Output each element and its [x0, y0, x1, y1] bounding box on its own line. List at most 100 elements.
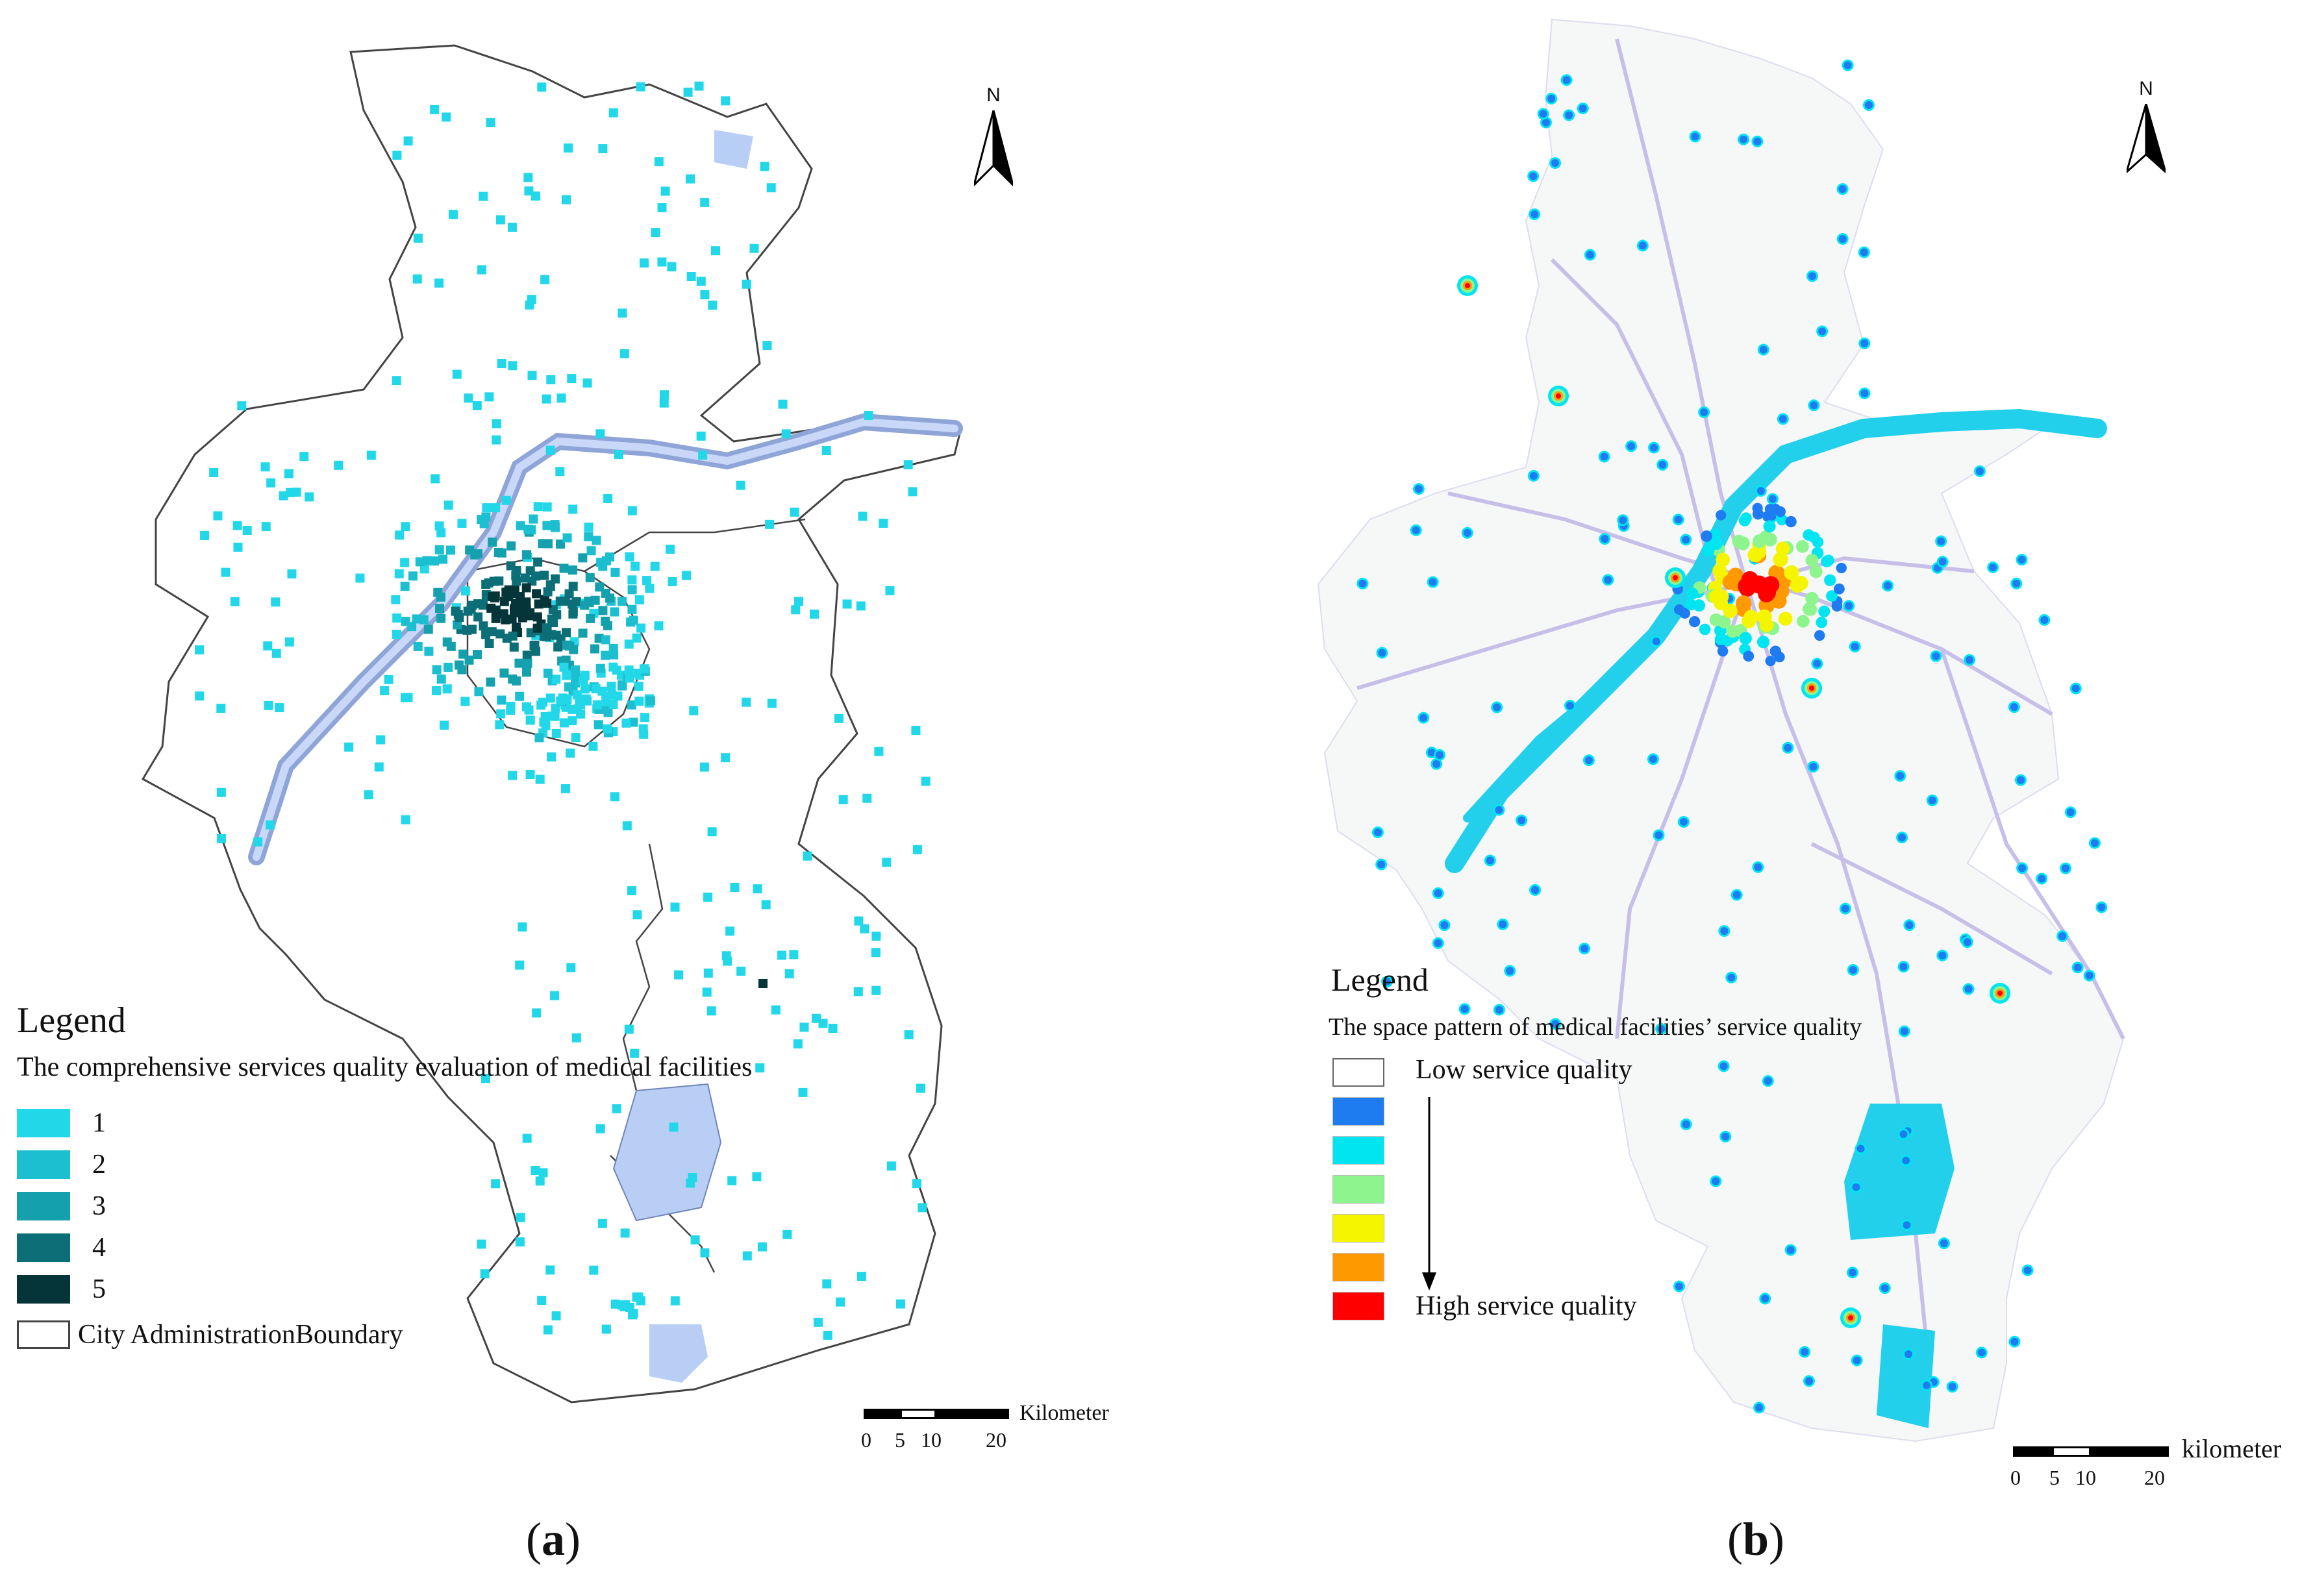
grid-cell — [525, 300, 534, 310]
scale-unit: kilometer — [2182, 1434, 2282, 1463]
grid-cell — [431, 474, 440, 484]
grid-cell — [562, 195, 571, 204]
grid-cell — [521, 550, 531, 560]
grid-cell — [573, 704, 582, 714]
caption-paren: ) — [564, 1513, 581, 1565]
grid-cell — [455, 660, 464, 670]
scale-unit: Kilometer — [1019, 1401, 1109, 1425]
grid-cell — [617, 597, 627, 606]
grid-cell — [547, 752, 556, 762]
legend-title: Legend — [17, 1000, 126, 1041]
quality-spot — [1742, 613, 1756, 628]
quality-spot — [1732, 534, 1746, 549]
quality-spot — [2071, 684, 2080, 693]
grid-cell — [624, 1024, 634, 1034]
grid-cell — [464, 393, 473, 403]
grid-cell — [242, 525, 252, 535]
quality-spot — [1499, 920, 1507, 928]
grid-cell — [821, 446, 831, 456]
grid-cell — [590, 644, 600, 654]
grid-cell — [561, 655, 571, 665]
grid-cell — [477, 515, 486, 525]
quality-spot — [1717, 645, 1729, 657]
grid-cell — [530, 640, 540, 650]
quality-spot — [1896, 772, 1905, 780]
quality-spot — [1905, 921, 1914, 930]
grid-cell — [627, 700, 636, 710]
scale-seg — [2091, 1446, 2169, 1457]
scale-bar — [864, 1409, 1009, 1428]
quality-spot — [1547, 94, 1556, 103]
grid-cell — [782, 1230, 792, 1239]
grid-cell — [595, 1124, 605, 1133]
quality-spot — [1723, 603, 1738, 619]
grid-cell — [916, 1083, 925, 1093]
quality-spot — [1529, 172, 1538, 180]
panel-b: N Legend The space pattern of medical fa… — [1162, 0, 2324, 1584]
quality-spot — [1551, 159, 1560, 167]
quality-spot — [1700, 408, 1708, 416]
quality-spot — [1755, 1404, 1764, 1412]
grid-cell — [444, 501, 453, 510]
grid-cell — [640, 664, 649, 674]
legend-row-class-2: 2 — [17, 1149, 106, 1180]
grid-cell — [400, 693, 410, 702]
caption-a: (a) — [526, 1513, 581, 1566]
grid-cell — [566, 963, 576, 972]
district-line — [466, 557, 651, 748]
grid-cell — [632, 910, 642, 920]
grid-cell — [541, 721, 551, 730]
grid-cell — [355, 573, 365, 583]
quality-spot — [1843, 61, 1852, 69]
grid-cell — [566, 749, 575, 758]
quality-spot — [1796, 615, 1810, 628]
grid-cell — [856, 1272, 866, 1281]
grid-cell — [584, 532, 593, 541]
service-quality-spots — [1356, 59, 2108, 1414]
grid-cell — [625, 673, 634, 683]
quality-spot — [1853, 1356, 1861, 1365]
panel-a: N Legend The comprehensive services qual… — [0, 0, 1156, 1584]
quality-spot — [1824, 574, 1836, 586]
grid-cell — [736, 967, 746, 976]
quality-spot — [1383, 978, 1392, 986]
quality-spot — [1743, 650, 1755, 662]
grid-cell — [551, 523, 560, 532]
grid-cell — [818, 1019, 828, 1028]
grid-cell — [791, 605, 801, 615]
grid-cell — [700, 1248, 710, 1257]
grid-cell — [568, 609, 578, 619]
grid-cell — [630, 1048, 640, 1058]
quality-spot — [1414, 485, 1423, 493]
grid-cell — [631, 562, 640, 571]
grid-cell — [686, 1178, 695, 1188]
grid-cell — [669, 1122, 679, 1132]
quality-spot — [2018, 864, 2027, 872]
grid-cell — [568, 582, 578, 591]
grid-cell — [480, 1269, 490, 1279]
grid-cell — [607, 690, 617, 700]
grid-cell — [512, 576, 521, 586]
quality-spot — [1852, 1183, 1860, 1191]
grid-cell — [666, 544, 675, 554]
grid-cell — [436, 613, 446, 623]
legend-label: 5 — [92, 1274, 106, 1304]
legend-row-boundary: City AdministrationBoundary — [17, 1319, 403, 1350]
grid-cell — [838, 795, 848, 804]
scale-seg — [2013, 1446, 2052, 1457]
legend-low-label: Low service quality — [1416, 1055, 1632, 1085]
grid-cell — [670, 902, 680, 912]
quality-spot — [1761, 1294, 1769, 1303]
grid-cell — [261, 522, 271, 532]
quality-spot — [1848, 1268, 1856, 1277]
quality-spot — [2097, 903, 2106, 911]
grid-cell — [858, 512, 868, 521]
quality-spot — [1902, 1156, 1910, 1165]
grid-cell — [488, 538, 497, 547]
grid-cell — [721, 753, 731, 763]
quality-spot — [1586, 251, 1594, 259]
grid-cell — [753, 884, 762, 894]
grid-cell — [492, 435, 501, 445]
grid-cell — [473, 612, 483, 622]
grid-cell — [400, 582, 410, 591]
